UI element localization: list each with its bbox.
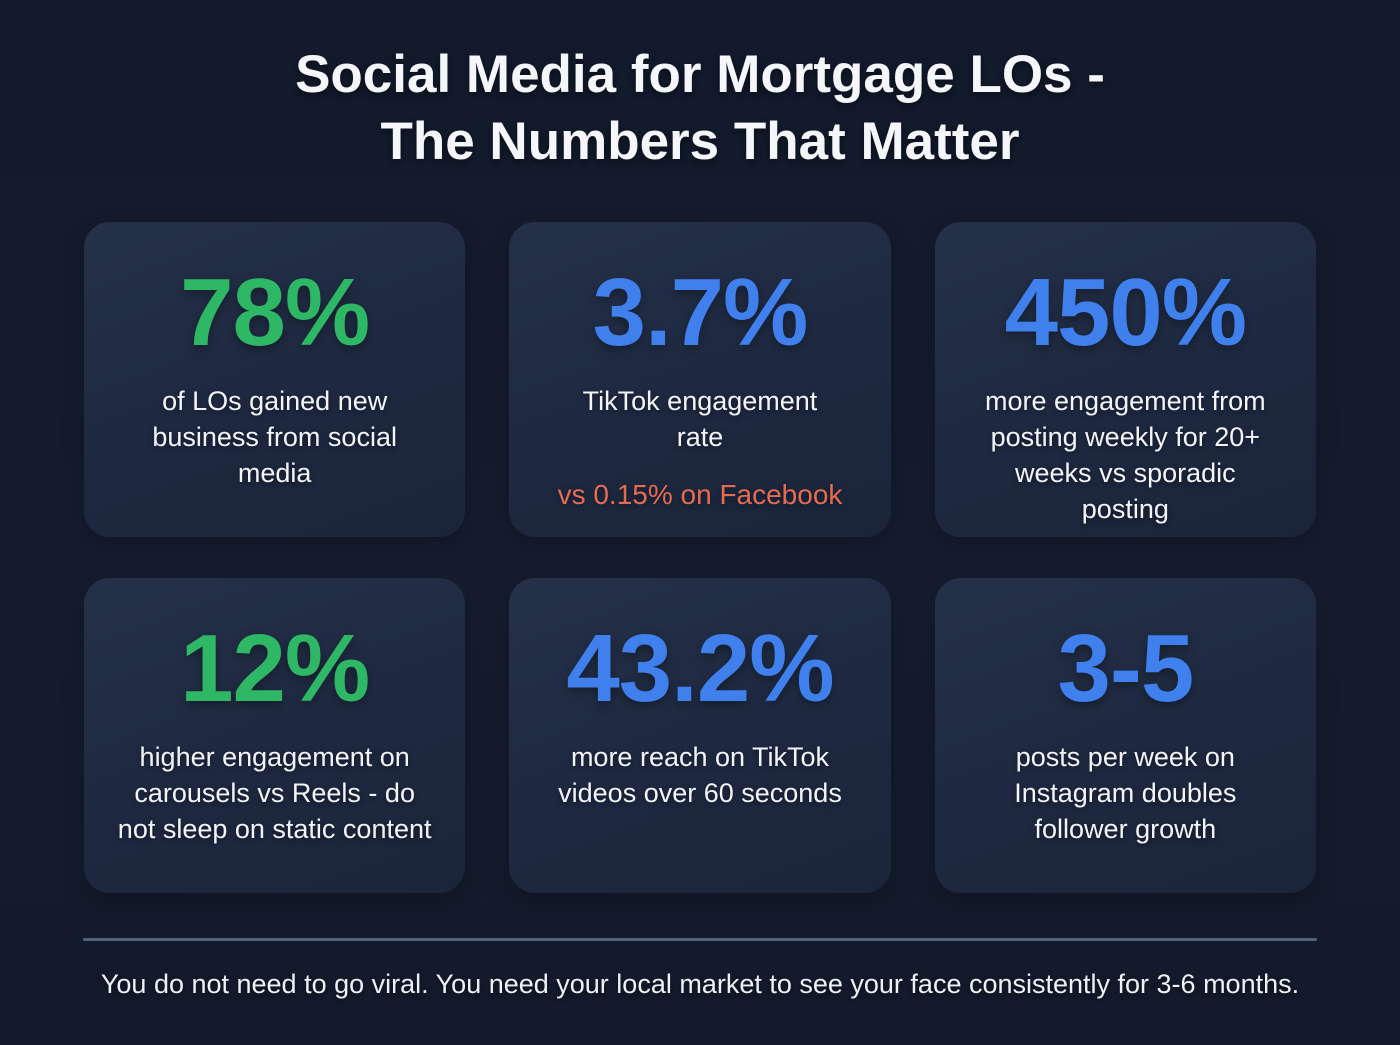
stat-value: 3.7% xyxy=(592,258,809,366)
stat-description: higher engagement on carousels vs Reels … xyxy=(117,742,432,845)
stat-subnote: vs 0.15% on Facebook xyxy=(557,479,843,511)
stats-grid: 78% of LOs gained new business from soci… xyxy=(84,221,1316,893)
stat-card-instagram-posts: 3-5 posts per week on Instagram doubles … xyxy=(934,577,1316,893)
footer-note: You do not need to go viral. You need yo… xyxy=(100,968,1300,999)
stat-value: 78% xyxy=(180,258,370,366)
footer-divider xyxy=(83,937,1317,941)
page-title: Social Media for Mortgage LOs - The Numb… xyxy=(295,45,1105,171)
stat-value: 450% xyxy=(1004,258,1248,366)
stat-value: 12% xyxy=(180,614,370,722)
stat-value: 43.2% xyxy=(566,614,834,722)
stat-value: 3-5 xyxy=(1057,614,1194,722)
stat-description: posts per week on Instagram doubles foll… xyxy=(1014,742,1237,845)
stat-card-carousels: 12% higher engagement on carousels vs Re… xyxy=(84,577,466,893)
stat-card-social-business: 78% of LOs gained new business from soci… xyxy=(84,221,466,537)
stat-card-tiktok-engagement: 3.7% TikTok engagement rate vs 0.15% on … xyxy=(509,221,891,537)
stat-card-consistent-posting: 450% more engagement from posting weekly… xyxy=(934,221,1316,537)
stat-description: more engagement from posting weekly for … xyxy=(985,386,1266,525)
stat-description: more reach on TikTok videos over 60 seco… xyxy=(558,742,842,809)
stat-card-tiktok-reach: 43.2% more reach on TikTok videos over 6… xyxy=(509,577,891,893)
stat-description: TikTok engagement rate xyxy=(582,386,818,453)
stat-description: of LOs gained new business from social m… xyxy=(152,386,397,489)
